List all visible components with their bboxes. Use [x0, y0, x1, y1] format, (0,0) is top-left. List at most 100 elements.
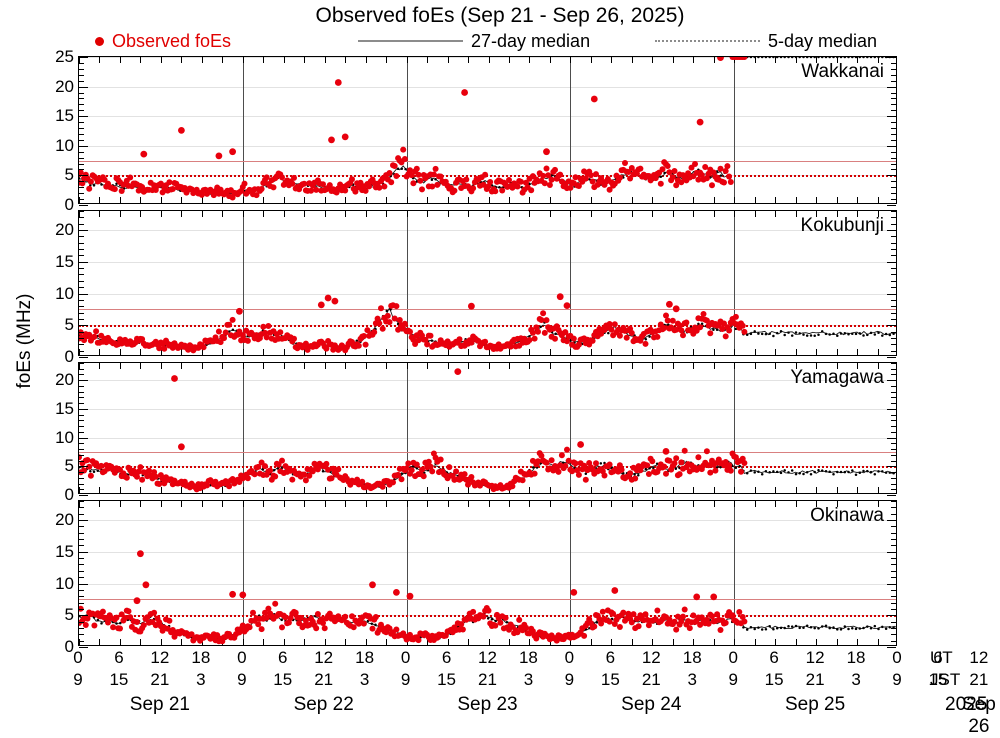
observed-outlier-point [215, 152, 223, 160]
x-tick-top [570, 57, 572, 63]
x-tick [816, 639, 818, 645]
x-tick [877, 487, 879, 493]
x-tick [857, 639, 859, 645]
x-tick [140, 349, 142, 355]
x-tick [570, 639, 572, 645]
y-tick-major-right [887, 520, 896, 522]
x-tick-top [488, 57, 490, 63]
x-tick-label-ut: 12 [150, 648, 170, 667]
x-tick-top [365, 211, 367, 217]
y-tick-minor [79, 68, 84, 70]
y-tick-major [79, 230, 88, 232]
panel-yamagawa: Yamagawa 0 5 10 15 20 [55, 362, 897, 504]
x-tick-top [611, 57, 613, 63]
x-tick [549, 197, 551, 203]
x-tick-top [304, 501, 306, 507]
y-tick-minor [79, 62, 84, 64]
gridline [79, 380, 896, 382]
y-tick-minor-right [891, 570, 896, 572]
x-tick-top [160, 57, 162, 63]
x-tick-label-jst: 9 [892, 670, 902, 689]
x-tick-top [140, 211, 142, 217]
x-tick [242, 349, 244, 355]
y-tick-minor-right [891, 501, 896, 502]
x-tick-top [140, 501, 142, 507]
x-tick-label-jst: 21 [478, 670, 497, 689]
x-tick-top [652, 501, 654, 507]
y-tick-minor [79, 242, 84, 244]
y-tick-major [79, 647, 88, 648]
x-tick-top [345, 211, 347, 217]
x-tick-top [693, 211, 695, 217]
x-tick-top [222, 501, 224, 507]
x-tick [263, 349, 265, 355]
y-tick-major [79, 380, 88, 382]
y-tick-minor [79, 501, 84, 502]
x-tick [99, 349, 101, 355]
solid-line-icon [358, 40, 463, 42]
x-tick-top [816, 501, 818, 507]
y-tick-minor-right [891, 368, 896, 370]
y-tick-minor-right [891, 236, 896, 238]
x-tick [160, 487, 162, 493]
legend-item-median27: 27-day median [358, 28, 590, 54]
y-tick-minor [79, 236, 84, 238]
y-tick-minor-right [891, 163, 896, 165]
x-tick [611, 197, 613, 203]
x-tick-label-jst: 3 [851, 670, 861, 689]
y-tick-minor-right [891, 223, 896, 225]
y-tick-minor-right [891, 545, 896, 547]
x-tick-label-jst: 15 [437, 670, 457, 689]
x-tick-top [222, 363, 224, 369]
x-tick [795, 349, 797, 355]
x-tick [775, 197, 777, 203]
x-tick-top [345, 501, 347, 507]
x-tick [242, 639, 244, 645]
observed-outlier-point [672, 305, 680, 313]
x-tick [713, 197, 715, 203]
x-tick [836, 197, 838, 203]
observed-outlier-point [662, 448, 670, 455]
y-tick-major [79, 520, 88, 522]
x-tick [181, 639, 183, 645]
x-tick-label-ut: 0 [892, 648, 902, 667]
y-tick-major-right [887, 466, 896, 468]
x-tick [304, 349, 306, 355]
x-tick [406, 349, 408, 355]
x-tick [754, 487, 756, 493]
y-tick-major [79, 615, 88, 617]
x-tick-top [468, 57, 470, 63]
x-tick [201, 197, 203, 203]
x-tick [734, 197, 736, 203]
y-tick-minor [79, 532, 84, 534]
observed-outlier-point [137, 550, 144, 558]
observed-outlier-point [341, 133, 349, 141]
x-tick [529, 639, 531, 645]
y-tick-minor [79, 570, 84, 572]
y-tick-minor-right [891, 199, 896, 201]
x-tick [693, 487, 695, 493]
x-tick-top [631, 57, 633, 63]
y-tick-major-right [887, 583, 896, 585]
day-separator [570, 211, 572, 355]
x-tick-top [447, 211, 449, 217]
day-label: Sep 23 [457, 694, 518, 715]
y-tick-minor-right [891, 255, 896, 257]
observed-outlier-point [454, 368, 462, 375]
x-tick [181, 197, 183, 203]
y-tick-minor [79, 223, 84, 225]
gridline [79, 116, 896, 118]
x-tick [99, 639, 101, 645]
x-tick [611, 639, 613, 645]
x-tick-top [119, 363, 121, 369]
x-tick [324, 197, 326, 203]
y-tick-label: 5 [64, 315, 74, 335]
observed-outlier-point [239, 591, 247, 599]
day-separator [734, 57, 736, 203]
x-tick-top [652, 211, 654, 217]
y-tick-major [79, 495, 88, 496]
y-tick-minor [79, 596, 84, 598]
y-tick-minor-right [891, 92, 896, 94]
y-tick-minor-right [891, 274, 896, 276]
x-tick-top [549, 211, 551, 217]
